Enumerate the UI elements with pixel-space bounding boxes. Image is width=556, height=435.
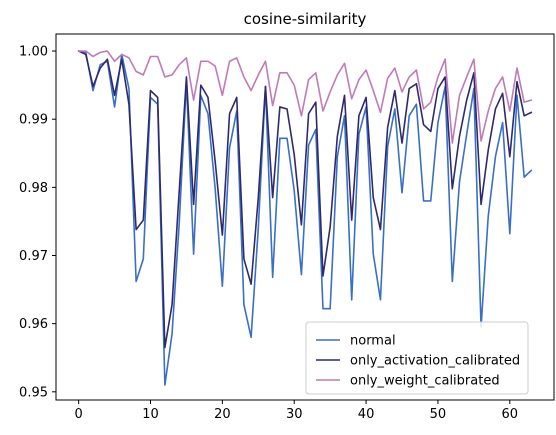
series-line-only-weight-calibrated xyxy=(77,50,533,144)
chart-title: cosine-similarity xyxy=(244,10,367,28)
legend-label: only_activation_calibrated xyxy=(350,354,520,369)
y-tick-label: 0.99 xyxy=(19,113,48,128)
y-tick-label: 0.95 xyxy=(19,385,48,400)
x-tick-label: 20 xyxy=(214,407,231,422)
legend-label: only_weight_calibrated xyxy=(350,374,500,389)
plot-frame xyxy=(55,33,555,401)
x-tick-label: 60 xyxy=(502,407,519,422)
series-layer xyxy=(77,50,533,386)
x-axis: 0 10 20 30 40 50 60 xyxy=(74,400,518,422)
x-tick-label: 0 xyxy=(74,407,82,422)
x-tick-label: 10 xyxy=(142,407,159,422)
legend: normal only_activation_calibrated only_wei… xyxy=(305,321,529,395)
y-tick-label: 0.96 xyxy=(19,317,48,332)
x-tick-label: 50 xyxy=(430,407,447,422)
y-axis: 0.95 0.96 0.97 0.98 0.99 1.00 xyxy=(19,45,56,400)
series-line-only-activation-calibrated xyxy=(77,50,533,349)
y-tick-label: 0.98 xyxy=(19,181,48,196)
series-line-normal xyxy=(77,50,533,386)
y-tick-label: 0.97 xyxy=(19,249,48,264)
y-tick-label: 1.00 xyxy=(19,45,48,60)
legend-box xyxy=(305,321,529,395)
x-tick-label: 30 xyxy=(286,407,303,422)
x-tick-label: 40 xyxy=(358,407,375,422)
legend-label: normal xyxy=(350,334,396,349)
